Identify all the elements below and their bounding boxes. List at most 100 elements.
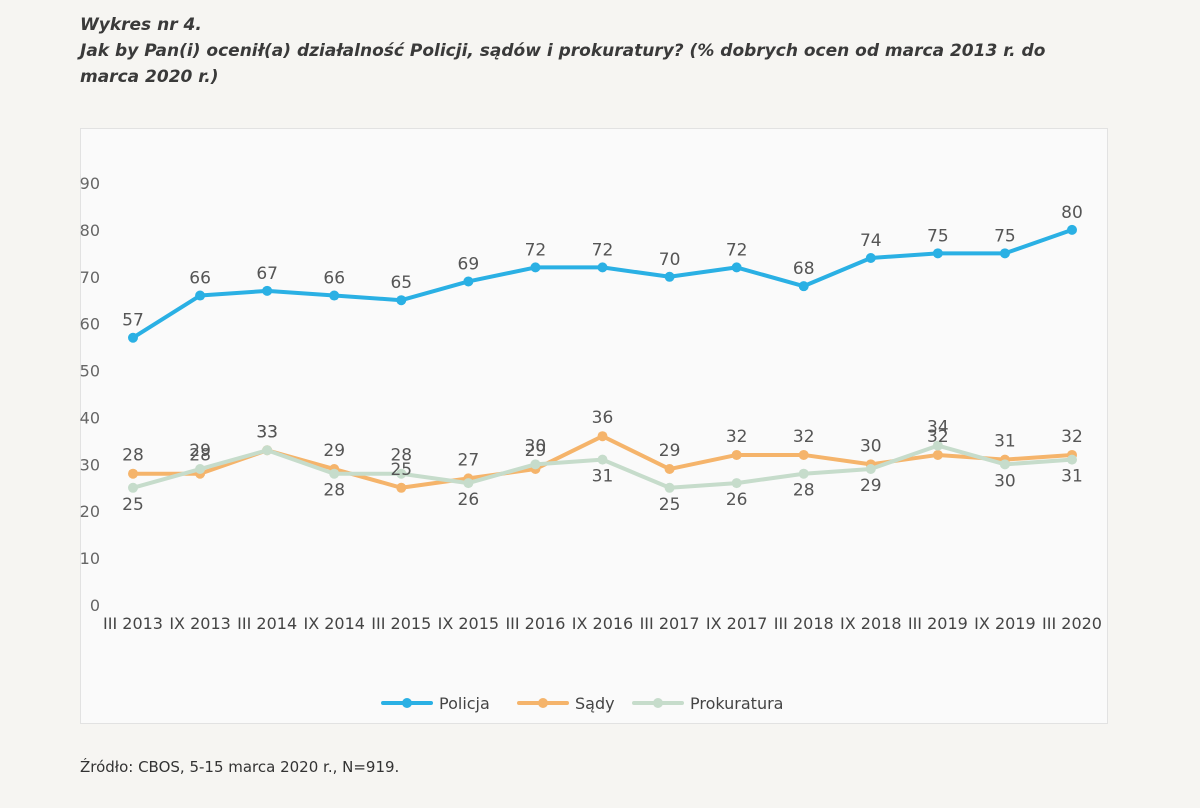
data-label: 28 bbox=[122, 446, 144, 466]
x-tick-label: III 2014 bbox=[237, 614, 297, 633]
data-label: 75 bbox=[994, 226, 1016, 246]
data-point bbox=[463, 478, 474, 489]
data-point bbox=[597, 262, 608, 273]
y-tick-label: 30 bbox=[80, 455, 100, 474]
data-label: 68 bbox=[793, 259, 815, 279]
y-tick-label: 40 bbox=[80, 408, 100, 427]
data-point bbox=[1067, 224, 1077, 235]
data-label: 34 bbox=[927, 418, 949, 438]
legend-label: Prokuratura bbox=[690, 694, 783, 713]
data-point bbox=[262, 445, 273, 456]
x-tick-label: IX 2017 bbox=[706, 614, 767, 633]
data-label: 30 bbox=[860, 436, 882, 456]
data-point bbox=[597, 454, 608, 465]
data-point bbox=[597, 431, 608, 442]
data-label: 26 bbox=[726, 490, 748, 510]
source-note: Źródło: CBOS, 5-15 marca 2020 r., N=919. bbox=[80, 758, 400, 776]
x-tick-label: IX 2015 bbox=[438, 614, 499, 633]
x-tick-label: III 2013 bbox=[103, 614, 163, 633]
chart-question-line1: Jak by Pan(i) ocenił(a) działalność Poli… bbox=[80, 41, 1046, 61]
data-label: 67 bbox=[256, 264, 278, 284]
x-tick-label: III 2020 bbox=[1042, 614, 1102, 633]
y-tick-label: 70 bbox=[80, 268, 100, 287]
data-label: 80 bbox=[1061, 203, 1083, 223]
x-tick-label: III 2016 bbox=[505, 614, 565, 633]
data-label: 28 bbox=[189, 446, 211, 466]
data-label: 70 bbox=[659, 250, 681, 270]
data-label: 30 bbox=[525, 436, 547, 456]
data-point bbox=[664, 464, 675, 475]
data-point bbox=[530, 459, 541, 470]
data-point bbox=[128, 468, 138, 479]
chart-heading: Wykres nr 4. Jak by Pan(i) ocenił(a) dzi… bbox=[80, 12, 1140, 90]
data-label: 66 bbox=[189, 269, 211, 289]
data-label: 25 bbox=[659, 495, 681, 515]
data-label: 26 bbox=[458, 490, 480, 510]
data-label: 57 bbox=[122, 311, 144, 331]
data-point bbox=[463, 276, 474, 287]
data-label: 31 bbox=[994, 432, 1016, 452]
data-point bbox=[329, 468, 340, 479]
data-point bbox=[262, 285, 273, 296]
legend-label: Policja bbox=[439, 694, 490, 713]
data-label: 33 bbox=[256, 422, 278, 442]
x-tick-label: III 2017 bbox=[640, 614, 700, 633]
chart-frame bbox=[80, 128, 1108, 724]
legend-marker bbox=[653, 698, 663, 708]
data-label: 25 bbox=[390, 460, 412, 480]
data-label: 28 bbox=[793, 481, 815, 501]
data-label: 30 bbox=[994, 471, 1016, 491]
data-label: 75 bbox=[927, 226, 949, 246]
data-label: 32 bbox=[1061, 427, 1083, 447]
data-point bbox=[798, 449, 809, 460]
data-point bbox=[999, 459, 1010, 470]
legend-label: Sądy bbox=[575, 694, 615, 713]
data-point bbox=[731, 478, 742, 489]
chart-question-line2: marca 2020 r.) bbox=[80, 67, 219, 87]
x-tick-label: IX 2013 bbox=[169, 614, 230, 633]
data-label: 27 bbox=[458, 450, 480, 470]
data-point bbox=[932, 248, 943, 259]
data-label: 32 bbox=[927, 427, 949, 447]
data-label: 72 bbox=[592, 240, 614, 260]
y-tick-label: 90 bbox=[80, 174, 100, 193]
data-label: 32 bbox=[726, 427, 748, 447]
data-point bbox=[731, 262, 742, 273]
data-label: 29 bbox=[525, 441, 547, 461]
data-point bbox=[865, 253, 876, 264]
data-label: 69 bbox=[458, 254, 480, 274]
y-tick-label: 60 bbox=[80, 315, 100, 334]
data-label: 32 bbox=[793, 427, 815, 447]
y-tick-label: 0 bbox=[90, 596, 100, 615]
data-point bbox=[128, 332, 138, 343]
data-point bbox=[731, 449, 742, 460]
data-label: 33 bbox=[256, 422, 278, 442]
y-tick-label: 50 bbox=[80, 362, 100, 381]
data-point bbox=[999, 248, 1010, 259]
data-label: 29 bbox=[659, 441, 681, 461]
x-tick-label: III 2019 bbox=[908, 614, 968, 633]
data-label: 28 bbox=[323, 481, 345, 501]
data-point bbox=[798, 468, 809, 479]
data-point bbox=[932, 440, 943, 451]
data-point bbox=[865, 464, 876, 475]
data-point bbox=[329, 290, 340, 301]
x-tick-label: IX 2019 bbox=[974, 614, 1035, 633]
chart-number: Wykres nr 4. bbox=[80, 15, 202, 35]
x-tick-label: IX 2018 bbox=[840, 614, 901, 633]
data-label: 72 bbox=[525, 240, 547, 260]
data-label: 25 bbox=[122, 495, 144, 515]
y-tick-label: 20 bbox=[80, 502, 100, 521]
data-point bbox=[396, 482, 407, 493]
data-label: 29 bbox=[189, 441, 211, 461]
data-point bbox=[1067, 454, 1077, 465]
data-point bbox=[195, 290, 206, 301]
x-tick-label: IX 2014 bbox=[303, 614, 364, 633]
data-point bbox=[932, 449, 943, 460]
x-tick-label: III 2018 bbox=[774, 614, 834, 633]
data-point bbox=[664, 271, 675, 282]
data-point bbox=[530, 262, 541, 273]
data-label: 66 bbox=[323, 269, 345, 289]
data-label: 65 bbox=[390, 273, 412, 293]
